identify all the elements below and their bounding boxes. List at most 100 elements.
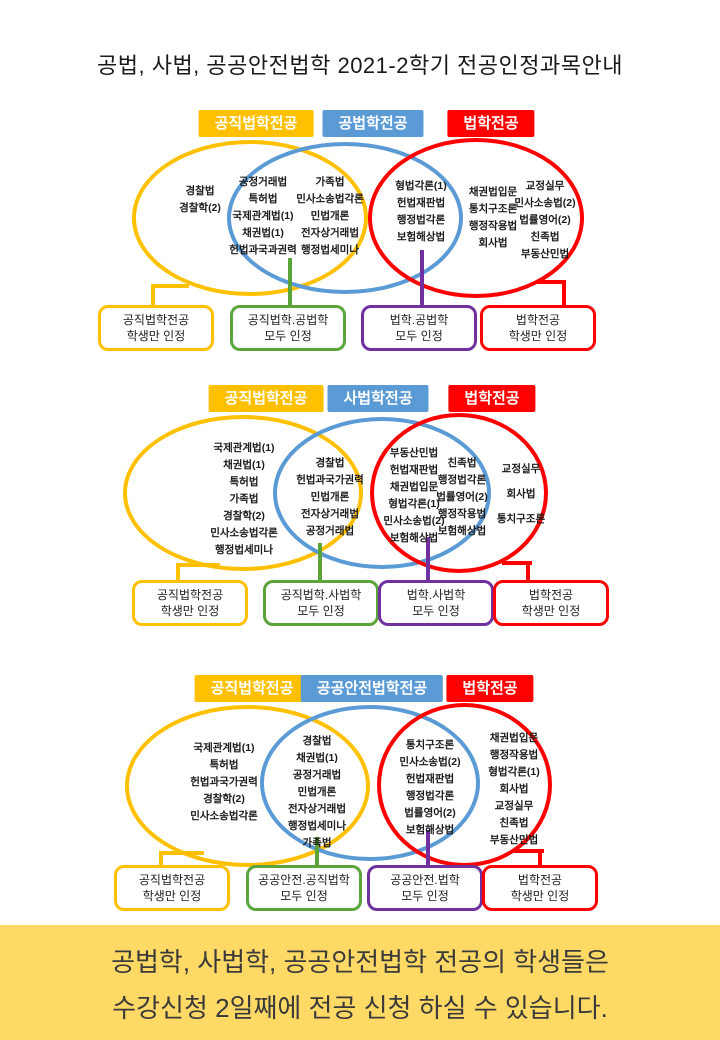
- course-item: 행정작용법: [468, 220, 518, 232]
- course-item: 통치구조론: [468, 203, 518, 215]
- venn-section-private-law: 공직법학전공 사법학전공 법학전공 국제관계법(1) 채권법(1) 특허법 가족법 경찰…: [0, 385, 720, 637]
- label-line1: 공공안전.공직법학: [258, 873, 350, 887]
- label-line2: 학생만 인정: [126, 329, 186, 344]
- course-column-overlap-right: 형법각론(1) 헌법재판법 행정법각론 보험해상법: [395, 178, 446, 246]
- label-box-both-left: 공직법학.사법학 모두 인정: [263, 580, 379, 627]
- course-item: 채권법입문: [489, 732, 539, 744]
- connector-yellow-v: [176, 563, 180, 582]
- badge-sabeop: 사법학전공: [327, 385, 429, 412]
- circle-beophak: [370, 413, 548, 573]
- label-line1: 법학전공: [515, 313, 561, 327]
- label-box-beophak-only: 법학전공 학생만 인정: [480, 305, 596, 352]
- course-item: 공정거래법: [305, 525, 355, 537]
- connector-red-v: [526, 561, 530, 582]
- course-item: 친족법: [447, 457, 477, 469]
- label-line1: 법학전공: [517, 873, 563, 887]
- label-line1: 공직법학.공법학: [247, 313, 329, 327]
- course-item: 경찰법: [302, 735, 332, 747]
- course-column-overlap-left: 경찰법 헌법과국가권력 민법개론 전자상거래법 공정거래법: [296, 455, 364, 540]
- course-item: 행정법각론: [405, 790, 455, 802]
- course-item: 민사소송법각론: [296, 193, 364, 205]
- course-column-overlap-left: 경찰법 채권법(1) 공정거래법 민법개론 전자상거래법 행정법세미나 가족법: [288, 733, 346, 852]
- course-item: 헌법재판법: [389, 464, 439, 476]
- course-item: 헌법과국가권력: [190, 776, 258, 788]
- connector-yellow-h: [151, 284, 189, 288]
- course-item: 경찰학(2): [179, 202, 221, 214]
- course-item: 법률영어(2): [436, 491, 488, 503]
- label-line2: 모두 인정: [264, 329, 312, 344]
- label-line2: 모두 인정: [297, 604, 345, 619]
- badge-beophak: 법학전공: [447, 110, 535, 137]
- course-item: 형법각론(1): [388, 498, 440, 510]
- course-item: 헌법재판법: [405, 773, 455, 785]
- course-item: 보험해상법: [389, 532, 439, 544]
- course-column-overlap-right: 통치구조론 민사소송법(2) 헌법재판법 행정법각론 법률영어(2) 보험해상법: [399, 737, 460, 839]
- course-item: 헌법재판법: [396, 197, 446, 209]
- course-column-overlap-right-b: 친족법 행정법각론 법률영어(2) 행정작용법 보험해상법: [436, 455, 487, 540]
- label-line2: 학생만 인정: [142, 889, 202, 904]
- course-item: 민법개론: [297, 786, 337, 798]
- connector-purple: [426, 537, 430, 581]
- course-item: 가족법: [229, 493, 259, 505]
- banner-line1: 공법학, 사법학, 공공안전법학 전공의 학생들은: [111, 947, 609, 977]
- label-box-beophak-only: 법학전공 학생만 인정: [493, 580, 609, 627]
- course-item: 공정거래법: [238, 176, 288, 188]
- connector-red-v: [562, 280, 566, 307]
- label-box-gongjik-only: 공직법학전공 학생만 인정: [98, 305, 214, 352]
- course-item: 행정법세미나: [288, 820, 346, 832]
- course-item: 보험해상법: [396, 231, 446, 243]
- label-line1: 법학.공법학: [389, 313, 449, 327]
- course-item: 채권법(1): [223, 459, 265, 471]
- course-item: 헌법과국가권력: [296, 474, 364, 486]
- label-line1: 법학.사법학: [406, 588, 466, 602]
- course-item: 경찰학(2): [223, 510, 265, 522]
- label-box-both-right: 공공안전.법학 모두 인정: [367, 865, 483, 912]
- label-box-gongjik-only: 공직법학전공 학생만 인정: [114, 865, 230, 912]
- label-line2: 모두 인정: [401, 889, 449, 904]
- course-item: 민법개론: [310, 491, 350, 503]
- course-item: 민사소송법(2): [383, 515, 445, 527]
- label-line2: 모두 인정: [412, 604, 460, 619]
- course-item: 경찰학(2): [203, 793, 245, 805]
- course-item: 행정법세미나: [301, 244, 359, 256]
- course-item: 채권법입문: [468, 186, 518, 198]
- connector-yellow-h: [176, 563, 220, 567]
- badge-gonggonganjeon: 공공안전법학전공: [300, 675, 444, 702]
- course-item: 친족법: [530, 231, 560, 243]
- badge-gongjik: 공직법학전공: [198, 110, 314, 137]
- course-item: 친족법: [499, 817, 529, 829]
- label-line1: 공직법학전공: [138, 873, 206, 887]
- course-item: 국제관계법(1): [193, 742, 255, 754]
- course-item: 채권법입문: [389, 481, 439, 493]
- course-item: 특허법: [209, 759, 239, 771]
- course-item: 행정법각론: [396, 214, 446, 226]
- course-item: 민사소송법(2): [399, 756, 461, 768]
- course-column-left-only: 국제관계법(1) 채권법(1) 특허법 가족법 경찰학(2) 민사소송법각론 행정법세미나: [210, 440, 278, 559]
- course-item: 국제관계법(1): [213, 442, 275, 454]
- course-item: 행정작용법: [437, 508, 487, 520]
- course-item: 부동산민법: [489, 834, 539, 846]
- label-line1: 법학전공: [528, 588, 574, 602]
- label-line2: 학생만 인정: [160, 604, 220, 619]
- course-item: 공정거래법: [292, 769, 342, 781]
- course-item: 민사소송법각론: [190, 810, 258, 822]
- label-box-both-left: 공직법학.공법학 모두 인정: [230, 305, 346, 352]
- connector-red-h: [536, 280, 566, 284]
- course-item: 행정법각론: [437, 474, 487, 486]
- course-item: 법률영어(2): [519, 214, 571, 226]
- course-item: 채권법(1): [296, 752, 338, 764]
- badge-gongjik: 공직법학전공: [194, 675, 310, 702]
- course-column-right-only-a: 채권법입문 통치구조론 행정작용법 회사법: [469, 184, 517, 252]
- course-item: 헌법과국과권력: [229, 244, 297, 256]
- course-item: 경찰법: [185, 185, 215, 197]
- connector-red-v: [538, 849, 542, 866]
- connector-yellow-v: [159, 851, 163, 867]
- course-item: 부동산민법: [389, 447, 439, 459]
- label-box-both-left: 공공안전.공직법학 모두 인정: [246, 865, 362, 912]
- course-item: 교정실무: [525, 180, 565, 192]
- connector-purple: [426, 830, 430, 866]
- venn-section-public-safety-law: 공직법학전공 공공안전법학전공 법학전공 국제관계법(1) 특허법 헌법과국가권력 경…: [0, 675, 720, 927]
- course-item: 통치구조론: [405, 739, 455, 751]
